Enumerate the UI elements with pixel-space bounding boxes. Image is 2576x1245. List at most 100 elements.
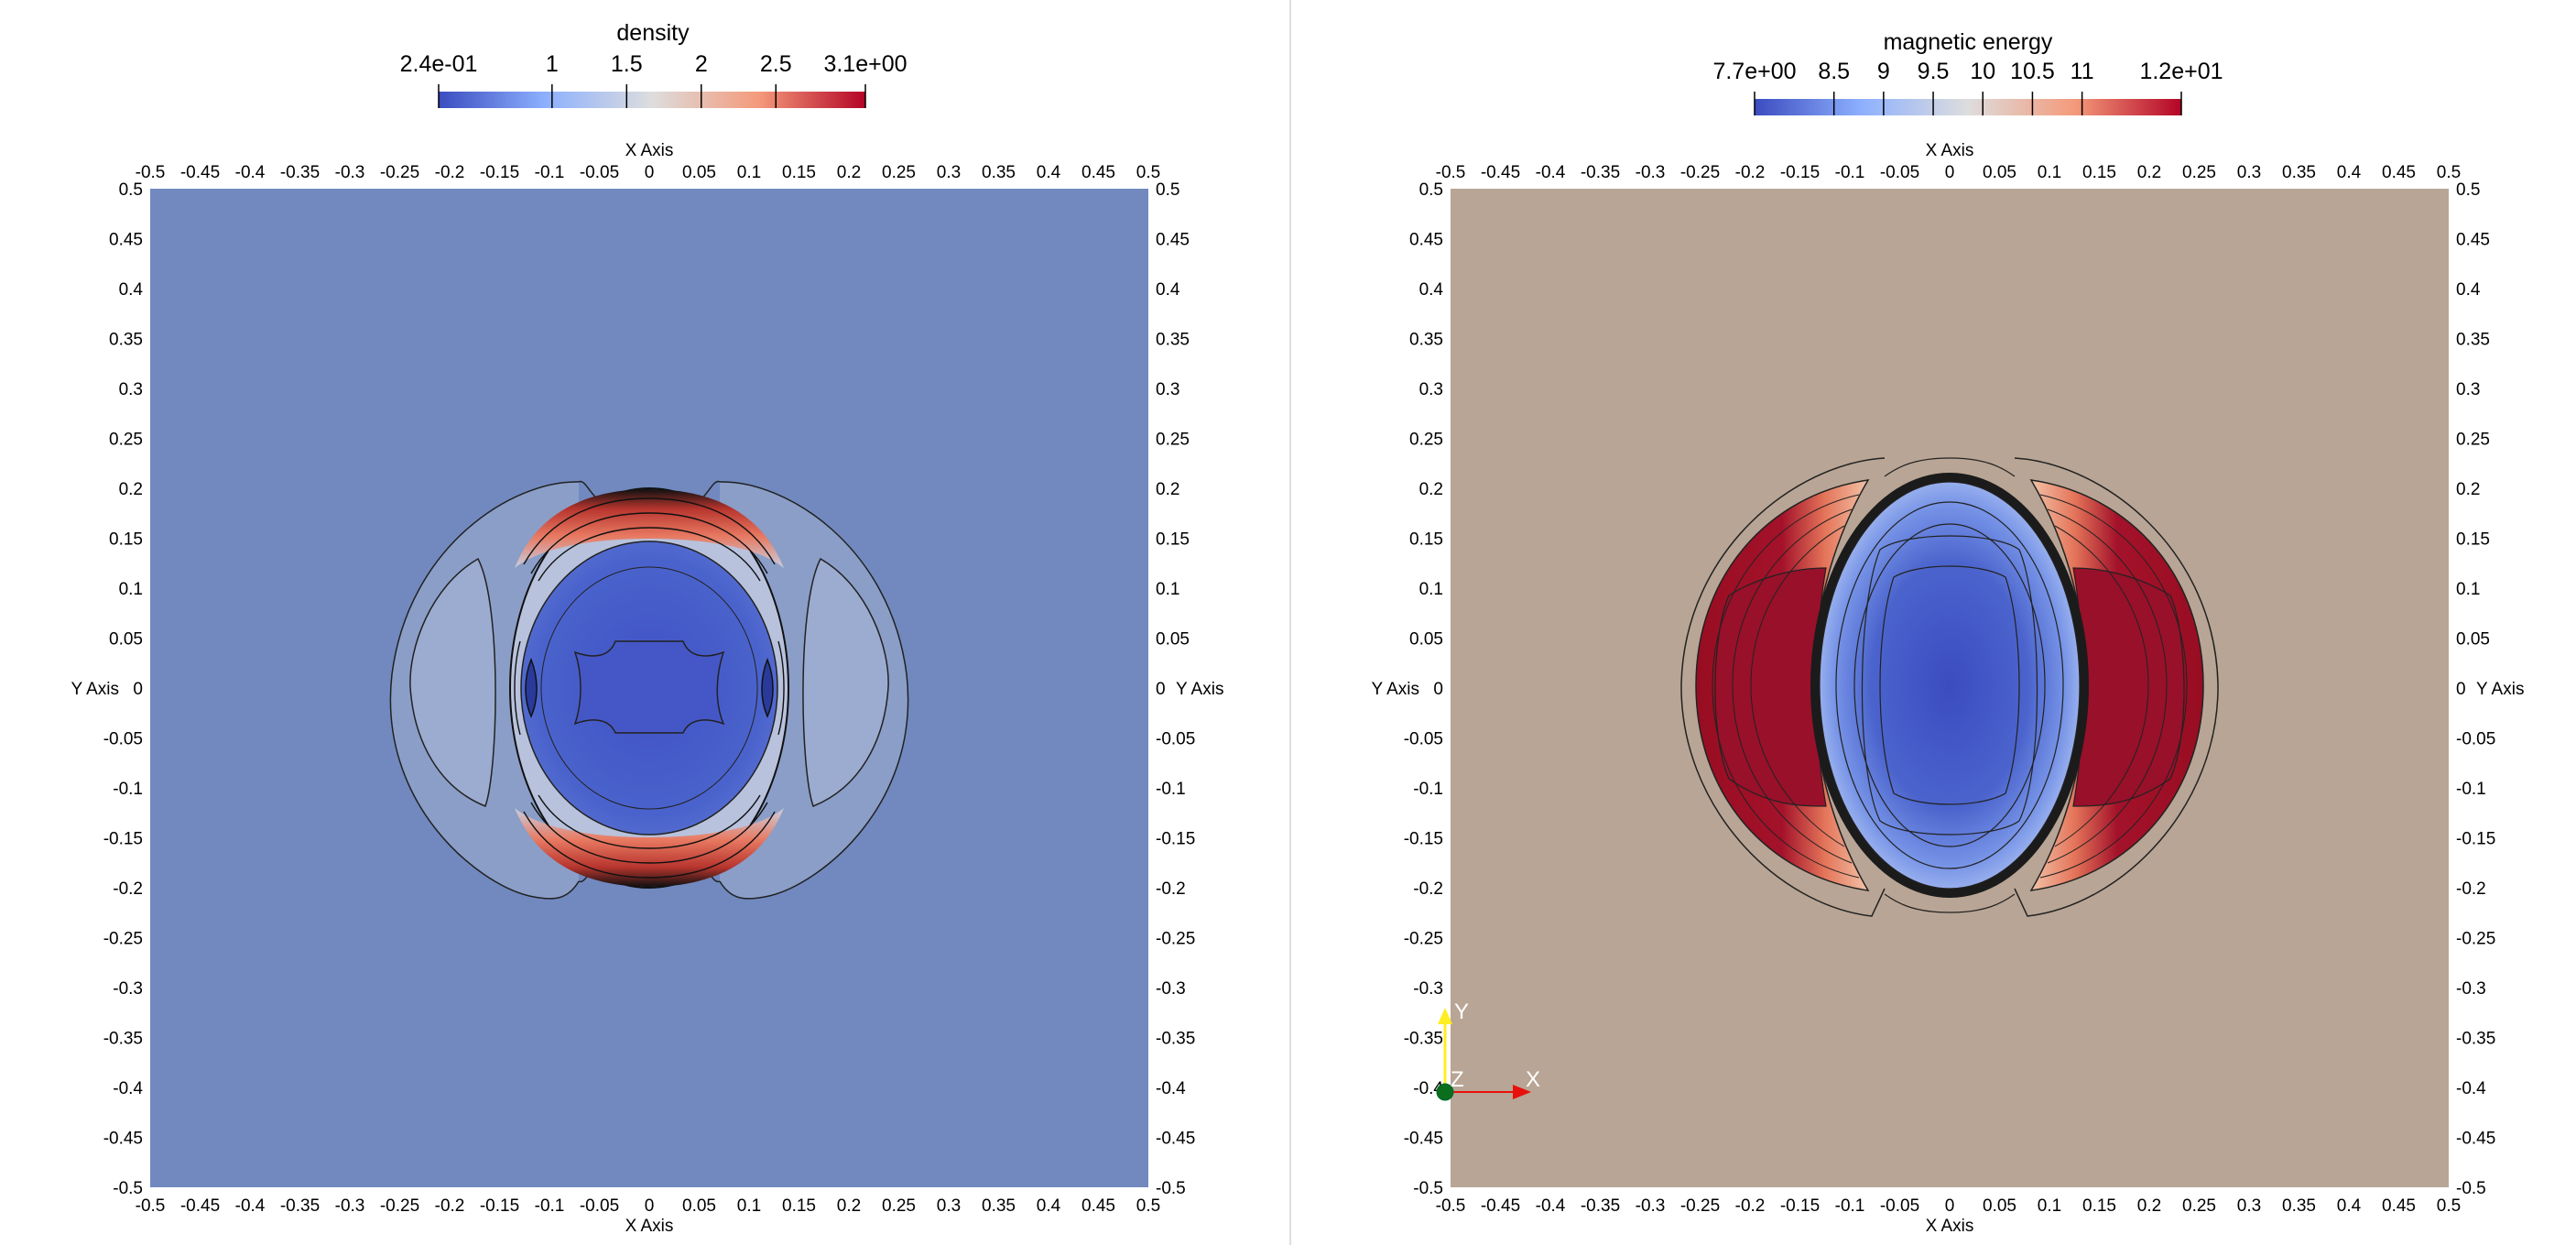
x-tick-label-top: -0.15	[480, 163, 519, 182]
x-tick-label-top: -0.5	[1436, 163, 1466, 182]
y-tick-label-right: 0.05	[1156, 630, 1190, 650]
y-tick-label-right: 0	[1156, 680, 1166, 699]
y-tick-label-left: -0.45	[103, 1130, 143, 1149]
y-tick-label-left: 0.25	[1409, 431, 1443, 450]
y-tick-label-right: -0.3	[1156, 979, 1186, 999]
y-axis-title-left: Y Axis	[71, 680, 119, 699]
y-tick-label-left: -0.2	[113, 879, 143, 899]
y-tick-label-right: -0.2	[2456, 879, 2486, 899]
y-tick-label-right: -0.1	[1156, 780, 1186, 799]
x-tick-label-bottom: -0.2	[1735, 1196, 1766, 1216]
magnetic-energy-colorbar-ticks: 7.7e+00 8.5 9 9.5 10 10.5 11 1.2e+01	[1712, 59, 2223, 115]
x-tick-label-bottom: -0.05	[580, 1196, 619, 1216]
mag-core	[1819, 481, 2081, 890]
mag-lobe-contours	[1712, 494, 2188, 879]
density-colorbar-title: density	[616, 20, 690, 46]
y-tick-label-left: -0.35	[1404, 1030, 1443, 1049]
y-tick-label-right: 0.35	[2456, 331, 2490, 350]
x-tick-label-bottom: 0.2	[837, 1196, 861, 1216]
y-tick-label-left: -0.3	[1413, 979, 1443, 999]
x-tick-label-top: 0.25	[2182, 163, 2216, 182]
magnetic-energy-plot: -0.5-0.50.5 0.5-0.45-0.450.45 0.45-0.4-0.4…	[1372, 141, 2525, 1236]
y-tick-label-left: 0.4	[1419, 280, 1444, 300]
x-tick-label-bottom: 0	[645, 1196, 655, 1216]
y-tick-label-left: 0.05	[109, 630, 143, 650]
colorbar-tick-label: 2.5	[760, 51, 792, 77]
mag-lobe-left-core	[1714, 567, 1827, 807]
x-tick-label-top: 0.3	[2237, 163, 2261, 182]
y-tick-label-left: 0.15	[1409, 530, 1443, 550]
magnetic-energy-axes: -0.5-0.50.5 0.5-0.45-0.450.45 0.45-0.4-0.4…	[1372, 141, 2525, 1236]
y-tick-label-left: 0.15	[109, 530, 143, 550]
orientation-x-arrow	[1513, 1085, 1531, 1099]
colorbar-tick-label: 11	[2071, 59, 2094, 84]
x-tick-label-bottom: -0.4	[235, 1196, 266, 1216]
orientation-axes[interactable]: Y X Z	[1436, 999, 1540, 1101]
colorbar-tick-label: 8.5	[1818, 59, 1850, 84]
x-tick-label-top: 0.1	[737, 163, 761, 182]
y-tick-label-right: 0.15	[1156, 530, 1190, 550]
density-spike-left	[525, 657, 538, 718]
x-tick-label-bottom: -0.5	[1436, 1196, 1466, 1216]
x-axis-title-top: X Axis	[1926, 141, 1974, 160]
y-tick-label-left: 0.45	[109, 231, 143, 250]
colorbar-tick-label: 7.7e+00	[1712, 59, 1796, 84]
mag-outer-contour-left	[1680, 457, 1886, 917]
y-tick-label-right: 0.3	[2456, 380, 2480, 399]
x-tick-label-top: -0.1	[1835, 163, 1865, 182]
x-tick-label-top: 0.35	[982, 163, 1016, 182]
x-tick-label-top: 0.45	[1081, 163, 1115, 182]
x-tick-label-bottom: 0.25	[2182, 1196, 2216, 1216]
y-tick-label-right: 0.2	[2456, 480, 2480, 499]
y-tick-label-left: 0.2	[119, 480, 143, 499]
x-tick-label-top: -0.25	[380, 163, 419, 182]
x-tick-label-top: 0.05	[1983, 163, 2016, 182]
x-tick-label-top: 0.45	[2382, 163, 2416, 182]
x-tick-label-top: -0.3	[1636, 163, 1666, 182]
y-tick-label-left: -0.15	[103, 830, 143, 849]
colorbar-tick-label: 2	[695, 51, 708, 77]
x-tick-label-top: -0.05	[580, 163, 619, 182]
x-tick-label-bottom: -0.1	[1835, 1196, 1865, 1216]
x-tick-label-top: 0.2	[837, 163, 861, 182]
x-tick-label-bottom: 0	[1945, 1196, 1955, 1216]
density-center-structure	[573, 640, 725, 734]
y-tick-label-right: -0.45	[1156, 1130, 1195, 1149]
x-axis-title-bottom: X Axis	[1926, 1217, 1974, 1236]
y-tick-label-left: -0.1	[1413, 780, 1443, 799]
y-tick-label-left: -0.15	[1404, 830, 1443, 849]
y-tick-label-right: -0.45	[2456, 1130, 2495, 1149]
y-tick-label-left: -0.4	[1413, 1079, 1443, 1098]
x-tick-label-bottom: 0.4	[1037, 1196, 1061, 1216]
x-tick-label-bottom: -0.4	[1536, 1196, 1566, 1216]
density-lobe-left	[409, 557, 496, 807]
y-tick-label-left: -0.5	[1413, 1179, 1443, 1198]
x-tick-label-bottom: -0.15	[1780, 1196, 1820, 1216]
x-tick-label-bottom: 0.2	[2137, 1196, 2161, 1216]
y-tick-label-left: -0.05	[103, 730, 143, 749]
density-shell-bottom-red	[515, 808, 784, 887]
colorbar-tick-label: 9	[1877, 59, 1890, 84]
x-tick-label-top: 0.25	[882, 163, 916, 182]
y-tick-label-right: -0.5	[1156, 1179, 1186, 1198]
y-tick-label-right: -0.05	[2456, 730, 2495, 749]
y-tick-label-left: -0.35	[103, 1030, 143, 1049]
y-tick-label-right: 0.3	[1156, 380, 1179, 399]
mag-lobe-right-core	[2072, 567, 2185, 807]
x-tick-label-bottom: 0.45	[2382, 1196, 2416, 1216]
x-tick-label-bottom: 0.15	[2082, 1196, 2116, 1216]
x-axis-title-top: X Axis	[625, 141, 674, 160]
y-tick-label-left: -0.45	[1404, 1130, 1443, 1149]
x-tick-label-bottom: -0.25	[1680, 1196, 1720, 1216]
x-tick-label-bottom: 0.1	[737, 1196, 761, 1216]
x-tick-label-bottom: 0.3	[2237, 1196, 2261, 1216]
x-tick-label-bottom: -0.1	[535, 1196, 565, 1216]
y-tick-label-left: 0.5	[1419, 180, 1443, 200]
y-tick-label-left: 0	[133, 680, 143, 699]
x-tick-label-bottom: -0.2	[435, 1196, 465, 1216]
y-tick-label-right: 0.1	[1156, 580, 1179, 599]
colorbar-tick-label: 3.1e+00	[823, 51, 907, 77]
x-tick-label-bottom: 0.35	[2282, 1196, 2316, 1216]
x-tick-label-top: 0.2	[2137, 163, 2161, 182]
